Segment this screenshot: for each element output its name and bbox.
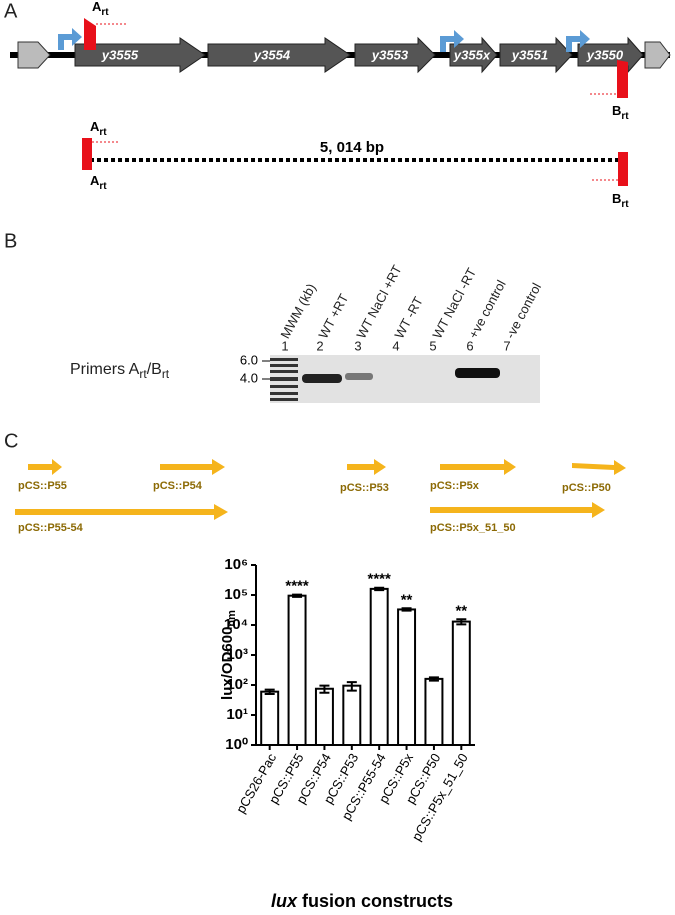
y-tick-label: 10¹ <box>226 706 248 723</box>
primer-b <box>617 60 628 98</box>
gene-label: y355x <box>453 47 491 62</box>
lane-number: 1 <box>281 338 288 353</box>
significance: ** <box>455 602 467 619</box>
bar <box>397 608 417 746</box>
error-bar <box>456 618 467 626</box>
bar <box>260 690 280 746</box>
lane-number: 6 <box>466 338 473 353</box>
construct-label: pCS::P53 <box>340 482 389 494</box>
construct-label: pCS::P5x_51_50 <box>430 522 516 534</box>
panel-letter: B <box>4 230 17 252</box>
lane-label: -ve control <box>502 280 544 341</box>
y-tick-label: 10⁴ <box>224 616 248 633</box>
marker-label: 4.0 <box>240 370 258 385</box>
significance: **** <box>368 571 392 588</box>
primer-label: Brt <box>612 103 629 121</box>
y-axis-label: lux/OD600nm <box>219 610 238 700</box>
lane-number: 5 <box>429 338 436 353</box>
gene-label: y3554 <box>253 47 291 62</box>
y-tick-label: 10⁰ <box>225 736 248 753</box>
band <box>455 368 500 378</box>
lane-number: 3 <box>354 338 361 353</box>
error-bar <box>264 688 275 696</box>
construct-label: pCS::P50 <box>562 482 611 494</box>
error-bar <box>319 684 330 694</box>
gene-label: y3551 <box>511 47 548 62</box>
construct-label: pCS::P55 <box>18 480 67 492</box>
primer-a <box>84 18 96 50</box>
y-tick-label: 10³ <box>226 646 248 663</box>
y-tick-label: 10² <box>226 676 248 693</box>
construct-arrows <box>15 459 626 520</box>
lane-number: 7 <box>503 338 510 353</box>
bar <box>287 594 307 746</box>
panel-letter: A <box>4 0 18 22</box>
panel-letter: C <box>4 430 18 452</box>
primer-label: Art <box>90 173 107 191</box>
promoters <box>58 28 590 52</box>
bar <box>314 687 334 747</box>
flank-gene <box>644 41 671 69</box>
primer-label: Art <box>92 0 109 18</box>
bar-chart: 10⁰10¹10²10³10⁴10⁵10⁶pCS26-PacpCS::P55**… <box>224 556 475 843</box>
y-tick-label: 10⁵ <box>224 586 248 603</box>
significance: **** <box>285 578 309 595</box>
band <box>345 373 373 380</box>
primer-label: Brt <box>612 191 629 209</box>
lane-label: WT -RT <box>391 294 425 341</box>
lane-number: 4 <box>392 338 399 353</box>
marker-label: 6.0 <box>240 352 258 367</box>
flank-gene <box>17 41 51 69</box>
bar <box>369 587 389 746</box>
primer-label: Art <box>90 119 107 137</box>
error-bar <box>374 586 385 592</box>
bar <box>451 620 471 747</box>
x-axis-label: lux fusion constructs <box>271 891 453 911</box>
gene-label: y3553 <box>371 47 409 62</box>
gene-label: y3555 <box>101 47 139 62</box>
gene-label: y3550 <box>586 47 624 62</box>
band <box>302 374 342 383</box>
bar <box>424 677 444 746</box>
primer-a <box>82 138 92 170</box>
x-tick-label: pCS26-Pac <box>233 750 279 816</box>
lane-number: 2 <box>316 338 323 353</box>
construct-label: pCS::P55-54 <box>18 522 84 534</box>
lane-label: +ve control <box>465 277 508 341</box>
error-bar <box>346 681 357 692</box>
construct-label: pCS::P5x <box>430 480 480 492</box>
product-size: 5, 014 bp <box>320 139 384 156</box>
lane-label: WT +RT <box>315 291 351 341</box>
genes <box>74 36 644 74</box>
primer-b <box>618 152 628 186</box>
bar <box>342 684 362 746</box>
significance: ** <box>401 591 413 608</box>
ladder <box>270 358 298 401</box>
y-tick-label: 10⁶ <box>224 556 248 573</box>
error-bar <box>428 676 439 682</box>
construct-label: pCS::P54 <box>153 480 203 492</box>
error-bar <box>292 593 303 598</box>
lane-label: MWM (kb) <box>277 281 318 341</box>
row-label: Primers Art/Brt <box>70 361 170 381</box>
error-bar <box>401 607 412 612</box>
